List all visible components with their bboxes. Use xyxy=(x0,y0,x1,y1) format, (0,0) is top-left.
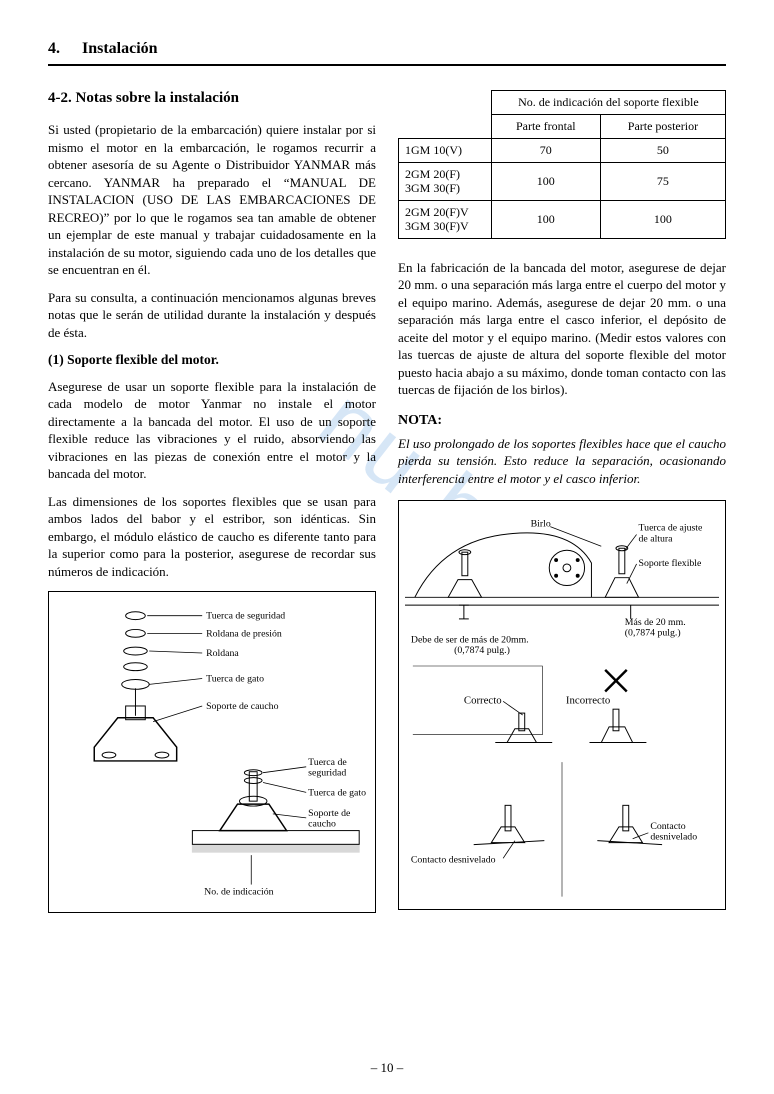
label: (0,7874 pulg.) xyxy=(454,645,510,656)
label: desnivelado xyxy=(650,831,697,842)
label: Contacto xyxy=(650,820,685,831)
label: Tuerca de xyxy=(308,756,347,767)
label: caucho xyxy=(308,818,336,829)
page-header: 4. Instalación xyxy=(48,40,726,66)
label: Tuerca de seguridad xyxy=(206,610,285,621)
label: (0,7874 pulg.) xyxy=(625,627,681,638)
table-cell: 70 xyxy=(491,139,600,163)
table-cell: 50 xyxy=(600,139,725,163)
chapter-title: Instalación xyxy=(82,40,158,58)
label: Soporte flexible xyxy=(639,557,702,568)
figure-exploded-mount: Tuerca de seguridad Roldana de presión R… xyxy=(48,591,376,913)
table-cell: 100 xyxy=(600,200,725,238)
table-cell: 2GM 20(F)3GM 30(F) xyxy=(399,163,492,201)
label: Roldana xyxy=(206,648,239,659)
two-column-layout: 4-2. Notas sobre la instalación Si usted… xyxy=(48,90,726,913)
table-cell: 1GM 10(V) xyxy=(399,139,492,163)
label: Contacto desnivelado xyxy=(411,854,496,865)
label: Tuerca de gato xyxy=(206,673,264,684)
note-heading: NOTA: xyxy=(398,413,726,429)
subsection-title: (1) Soporte flexible del motor. xyxy=(48,352,376,368)
label: Soporte de caucho xyxy=(206,700,278,711)
paragraph: Asegurese de usar un soporte flexible pa… xyxy=(48,378,376,483)
right-column: No. de indicación del soporte flexible P… xyxy=(398,90,726,913)
paragraph: Para su consulta, a continuación mencion… xyxy=(48,289,376,342)
label: Correcto xyxy=(464,694,502,706)
page-number: – 10 – xyxy=(371,1060,404,1076)
spec-table: No. de indicación del soporte flexible P… xyxy=(398,90,726,239)
label: Debe de ser de más de 20mm. xyxy=(411,634,529,645)
paragraph: Si usted (propietario de la embarcación)… xyxy=(48,121,376,279)
table-col: Parte posterior xyxy=(600,115,725,139)
paragraph: Las dimensiones de los soportes flexible… xyxy=(48,493,376,581)
label: de altura xyxy=(639,533,674,544)
label: Birlo xyxy=(531,518,551,529)
label: Tuerca de ajuste xyxy=(639,522,703,533)
table-cell: 100 xyxy=(491,200,600,238)
left-column: 4-2. Notas sobre la instalación Si usted… xyxy=(48,90,376,913)
table-cell: 2GM 20(F)V3GM 30(F)V xyxy=(399,200,492,238)
figure-installation: Birlo Tuerca de ajuste de altura Soporte… xyxy=(398,500,726,911)
table-col: Parte frontal xyxy=(491,115,600,139)
diagram-svg: Birlo Tuerca de ajuste de altura Soporte… xyxy=(405,509,719,902)
note-text: El uso prolongado de los soportes flexib… xyxy=(398,435,726,488)
label: seguridad xyxy=(308,767,346,778)
table-cell: 100 xyxy=(491,163,600,201)
chapter-number: 4. xyxy=(48,40,60,58)
table-header: No. de indicación del soporte flexible xyxy=(491,91,725,115)
label: Roldana de presión xyxy=(206,628,282,639)
diagram-svg: Tuerca de seguridad Roldana de presión R… xyxy=(55,600,369,904)
label: Tuerca de gato xyxy=(308,787,366,798)
paragraph: En la fabricación de la bancada del moto… xyxy=(398,259,726,399)
label: No. de indicación xyxy=(204,886,273,897)
label: Más de 20 mm. xyxy=(625,616,686,627)
label: Soporte de xyxy=(308,807,351,818)
section-title: 4-2. Notas sobre la instalación xyxy=(48,90,376,107)
label: Incorrecto xyxy=(566,694,610,706)
table-cell: 75 xyxy=(600,163,725,201)
